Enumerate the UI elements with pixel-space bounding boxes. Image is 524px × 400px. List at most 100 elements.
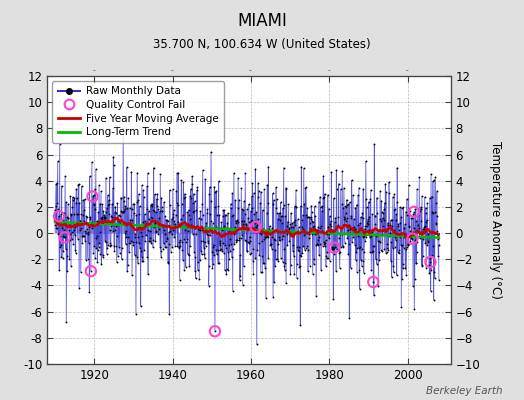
Point: [383, 248, 391, 255]
Point: [323, 231, 332, 237]
Point: [249, 271, 258, 278]
Point: [422, 204, 430, 211]
Point: [136, 303, 145, 309]
Point: [261, 234, 269, 240]
Point: [350, 224, 358, 230]
Point: [365, 227, 373, 233]
Point: [406, 240, 414, 246]
Point: [274, 241, 282, 247]
Point: [97, 216, 106, 222]
Point: [81, 238, 89, 244]
Point: [57, 182, 66, 189]
Point: [339, 244, 347, 250]
Point: [107, 214, 116, 221]
Point: [151, 238, 159, 244]
Point: [214, 202, 222, 209]
Point: [261, 234, 270, 240]
Point: [290, 271, 299, 277]
Point: [344, 227, 352, 234]
Point: [402, 244, 411, 250]
Point: [226, 247, 234, 254]
Point: [225, 225, 234, 231]
Point: [347, 212, 355, 219]
Point: [419, 236, 428, 242]
Point: [78, 240, 86, 246]
Point: [217, 246, 225, 253]
Point: [332, 268, 340, 274]
Point: [126, 240, 134, 246]
Point: [105, 211, 113, 217]
Point: [311, 212, 319, 219]
Point: [333, 240, 342, 246]
Point: [298, 224, 307, 231]
Point: [216, 224, 225, 231]
Point: [128, 272, 136, 279]
Point: [172, 211, 180, 218]
Point: [330, 244, 339, 251]
Point: [414, 221, 422, 228]
Point: [123, 268, 132, 274]
Point: [92, 166, 100, 172]
Point: [425, 270, 434, 276]
Point: [379, 216, 388, 223]
Point: [343, 196, 351, 203]
Point: [408, 235, 417, 242]
Point: [426, 259, 434, 265]
Point: [248, 216, 256, 223]
Point: [168, 216, 176, 222]
Point: [184, 221, 192, 228]
Point: [296, 322, 304, 328]
Point: [149, 237, 157, 243]
Point: [70, 195, 79, 202]
Point: [101, 214, 110, 220]
Point: [391, 206, 399, 212]
Point: [418, 226, 427, 233]
Point: [158, 208, 166, 214]
Point: [113, 232, 121, 239]
Point: [317, 223, 325, 230]
Point: [402, 246, 410, 252]
Point: [252, 209, 260, 215]
Point: [247, 208, 255, 214]
Point: [157, 253, 165, 260]
Point: [81, 196, 89, 202]
Point: [177, 220, 185, 226]
Point: [195, 226, 203, 232]
Point: [423, 241, 431, 248]
Point: [263, 233, 271, 240]
Point: [222, 245, 230, 251]
Point: [356, 220, 364, 227]
Point: [225, 256, 233, 262]
Point: [380, 246, 389, 252]
Point: [102, 250, 111, 257]
Point: [243, 248, 251, 254]
Point: [108, 221, 117, 227]
Point: [232, 218, 240, 224]
Point: [82, 213, 91, 219]
Point: [403, 212, 411, 218]
Point: [395, 226, 403, 233]
Point: [127, 238, 135, 244]
Point: [427, 171, 435, 177]
Point: [433, 188, 441, 194]
Point: [60, 210, 68, 216]
Point: [208, 265, 216, 272]
Point: [353, 245, 362, 252]
Point: [365, 198, 373, 205]
Point: [418, 262, 427, 269]
Point: [340, 214, 348, 220]
Point: [235, 234, 243, 241]
Point: [238, 206, 247, 212]
Point: [308, 208, 316, 215]
Point: [124, 195, 133, 201]
Point: [52, 225, 61, 231]
Point: [58, 254, 67, 261]
Point: [334, 222, 342, 228]
Point: [203, 210, 211, 216]
Point: [234, 219, 242, 226]
Point: [264, 255, 272, 262]
Point: [108, 185, 117, 191]
Point: [192, 207, 201, 213]
Point: [350, 226, 358, 233]
Point: [159, 221, 168, 228]
